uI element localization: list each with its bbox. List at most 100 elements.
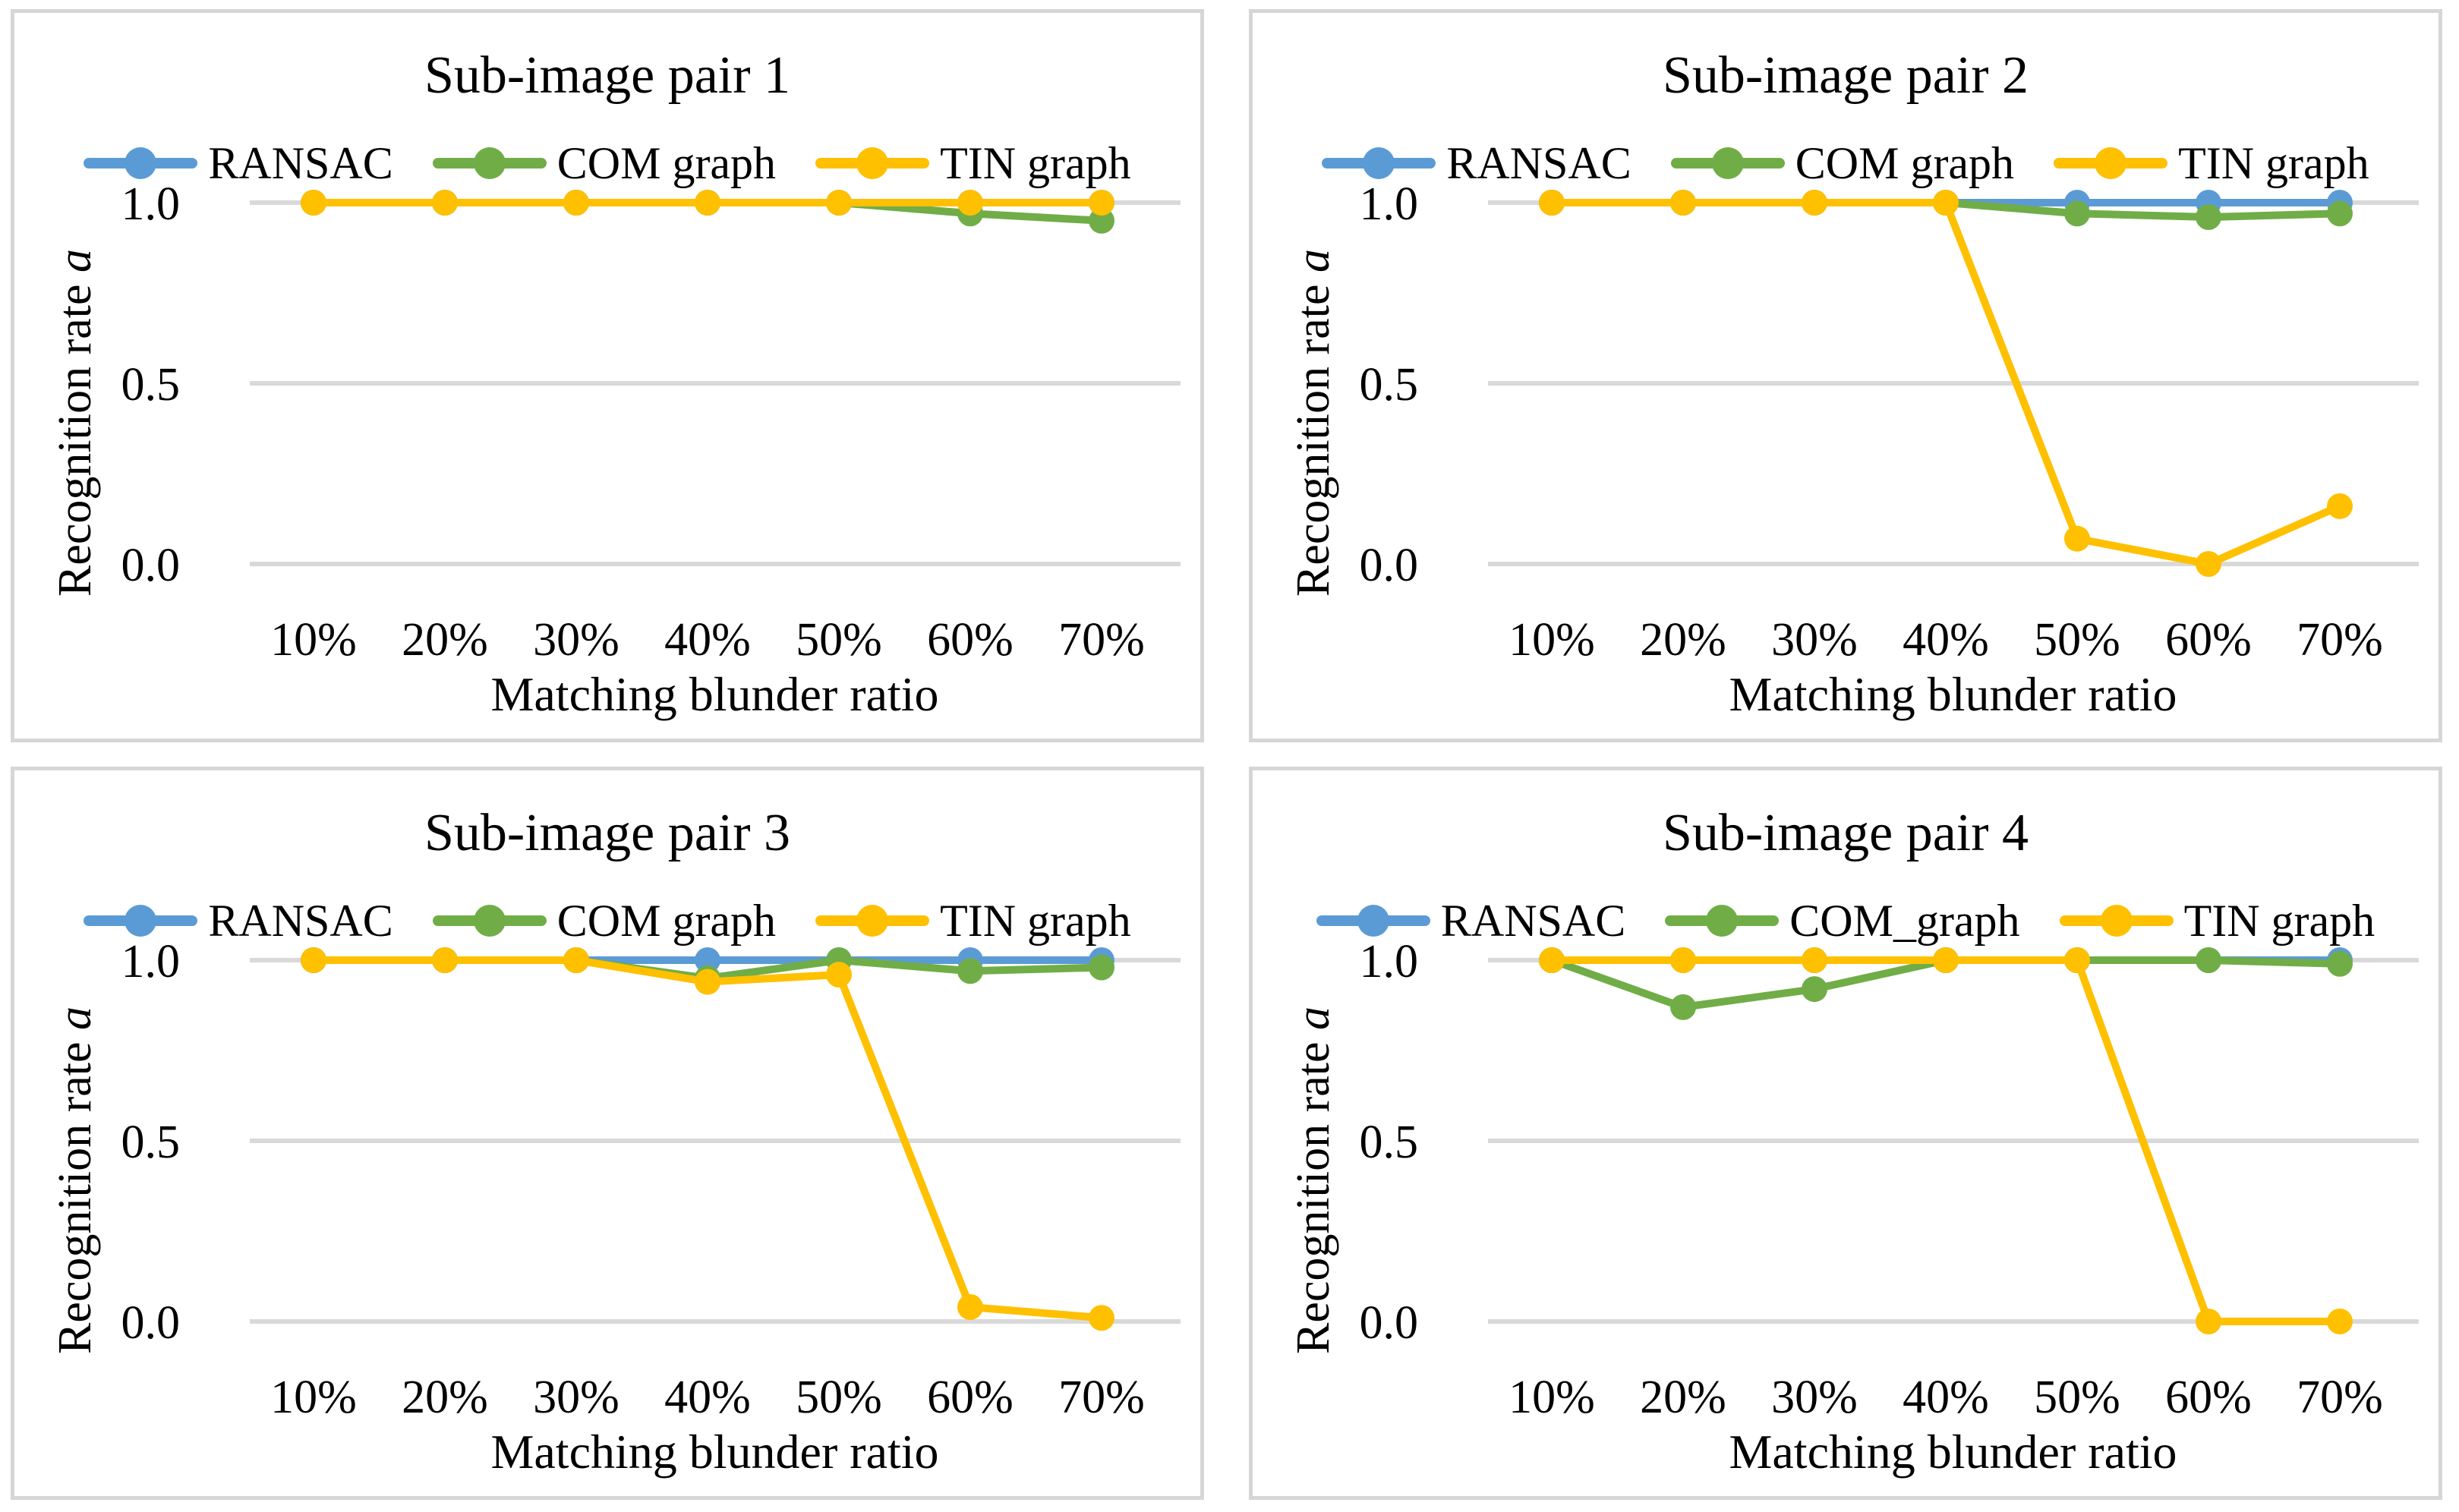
data-point [826,190,852,216]
data-point [432,190,458,216]
x-tick-label: 20% [1640,614,1726,666]
data-point [1539,947,1565,973]
data-point [1539,947,1565,973]
legend-marker-ransac-icon [1316,905,1430,937]
legend-label: COM graph [556,896,777,946]
data-point [1933,190,1959,216]
legend-marker-ransac-icon [84,905,198,937]
data-point [826,962,852,988]
y-axis-title: Recognition rate a [49,1006,101,1354]
data-point [432,947,458,973]
data-point [1670,190,1696,216]
series-line-tin-graph [1548,199,2344,568]
data-point [695,190,720,216]
x-tick-label: 20% [1640,1372,1726,1423]
x-tick-label: 70% [2297,1372,2383,1423]
y-tick-label: 0.5 [1360,359,1419,411]
data-point [957,1293,983,1320]
legend-entry-ransac: RANSAC [1316,898,1625,943]
data-point [2327,950,2353,977]
data-point [1089,190,1114,216]
x-tick-label: 50% [796,614,882,666]
legend-label: COM_graph [1789,896,2020,946]
x-tick-label: 40% [664,1372,751,1423]
legend: RANSAC COM_graph TIN graph [1253,898,2439,943]
x-axis-title: Matching blunder ratio [1729,667,2177,721]
legend-label: TIN graph [940,138,1131,188]
legend-marker-ransac-icon [84,147,198,179]
legend-entry-tin-graph: TIN graph [815,140,1131,186]
series-line-tin-graph [1548,956,2344,1325]
x-tick-label: 50% [2034,1372,2120,1423]
data-point [1670,947,1696,973]
data-point [1089,947,1114,973]
y-tick-label: 0.0 [1360,1297,1419,1349]
data-point [1933,947,1959,973]
x-tick-label: 40% [1903,1372,1989,1423]
data-point [432,190,458,216]
data-point [1539,190,1565,216]
data-point [1802,190,1827,216]
data-point [957,958,983,984]
legend-entry-tin-graph: TIN graph [815,898,1131,943]
data-point [695,190,720,216]
legend: RANSAC COM graph TIN graph [14,898,1200,943]
x-tick-label: 10% [1509,1372,1595,1423]
x-tick-label: 10% [270,1372,357,1423]
data-point [2064,947,2090,973]
data-point [957,947,983,973]
legend-label: TIN graph [940,896,1131,946]
data-point [1802,947,1827,973]
chart-title: Sub-image pair 3 [424,804,791,862]
data-point [1670,947,1696,973]
data-point [2064,190,2090,216]
plot-area: 1.0 0.5 0.0 10% 20% 30% 40% 50% 60% 70% [1360,936,2419,1423]
legend-marker-com-icon [432,147,547,179]
data-point [2196,204,2221,231]
legend-marker-com-icon [1670,147,1785,179]
data-point [1539,190,1565,216]
data-point [1933,190,1959,216]
legend-entry-ransac: RANSAC [1322,140,1631,186]
data-point [695,969,720,995]
legend-label: TIN graph [2178,138,2369,188]
series-line-com-graph [1548,199,2344,222]
x-tick-label: 60% [2165,614,2252,666]
data-point [2064,947,2090,973]
data-point [957,200,983,227]
legend-label: RANSAC [208,138,393,188]
data-point [301,190,326,216]
data-point [826,947,852,973]
legend-entry-com-graph: COM graph [432,896,777,946]
data-point [563,947,589,973]
x-axis-title: Matching blunder ratio [490,1425,939,1479]
data-point [2064,200,2090,227]
data-point [301,947,326,973]
chart-panel-sub-image-pair-1: Sub-image pair 1 RANSAC COM graph TIN gr… [11,9,1204,742]
legend-marker-com-icon [432,905,547,937]
data-point [2196,947,2221,973]
data-point [2196,947,2221,973]
x-tick-label: 40% [1903,614,1989,666]
legend-label: COM graph [1795,138,2015,188]
data-point [957,190,983,216]
data-point [432,190,458,216]
data-point [1933,947,1959,973]
plot-area: 1.0 0.5 0.0 10% 20% 30% 40% 50% 60% 70% [1360,178,2419,666]
legend-label: TIN graph [2183,896,2375,946]
data-point [2196,190,2221,216]
data-point [563,947,589,973]
y-axis-title: Recognition rate a [1288,1006,1339,1354]
data-point [1670,190,1696,216]
data-point [1539,190,1565,216]
legend-marker-tin-icon [815,147,930,179]
x-tick-label: 30% [1771,614,1858,666]
legend-entry-com-graph: COM graph [432,140,776,186]
data-point [695,947,720,973]
y-axis-title: Recognition rate a [49,249,101,597]
data-point [2327,493,2353,519]
data-point [1670,190,1696,216]
legend-entry-tin-graph: TIN graph [2054,140,2369,186]
data-point [2196,1309,2221,1334]
